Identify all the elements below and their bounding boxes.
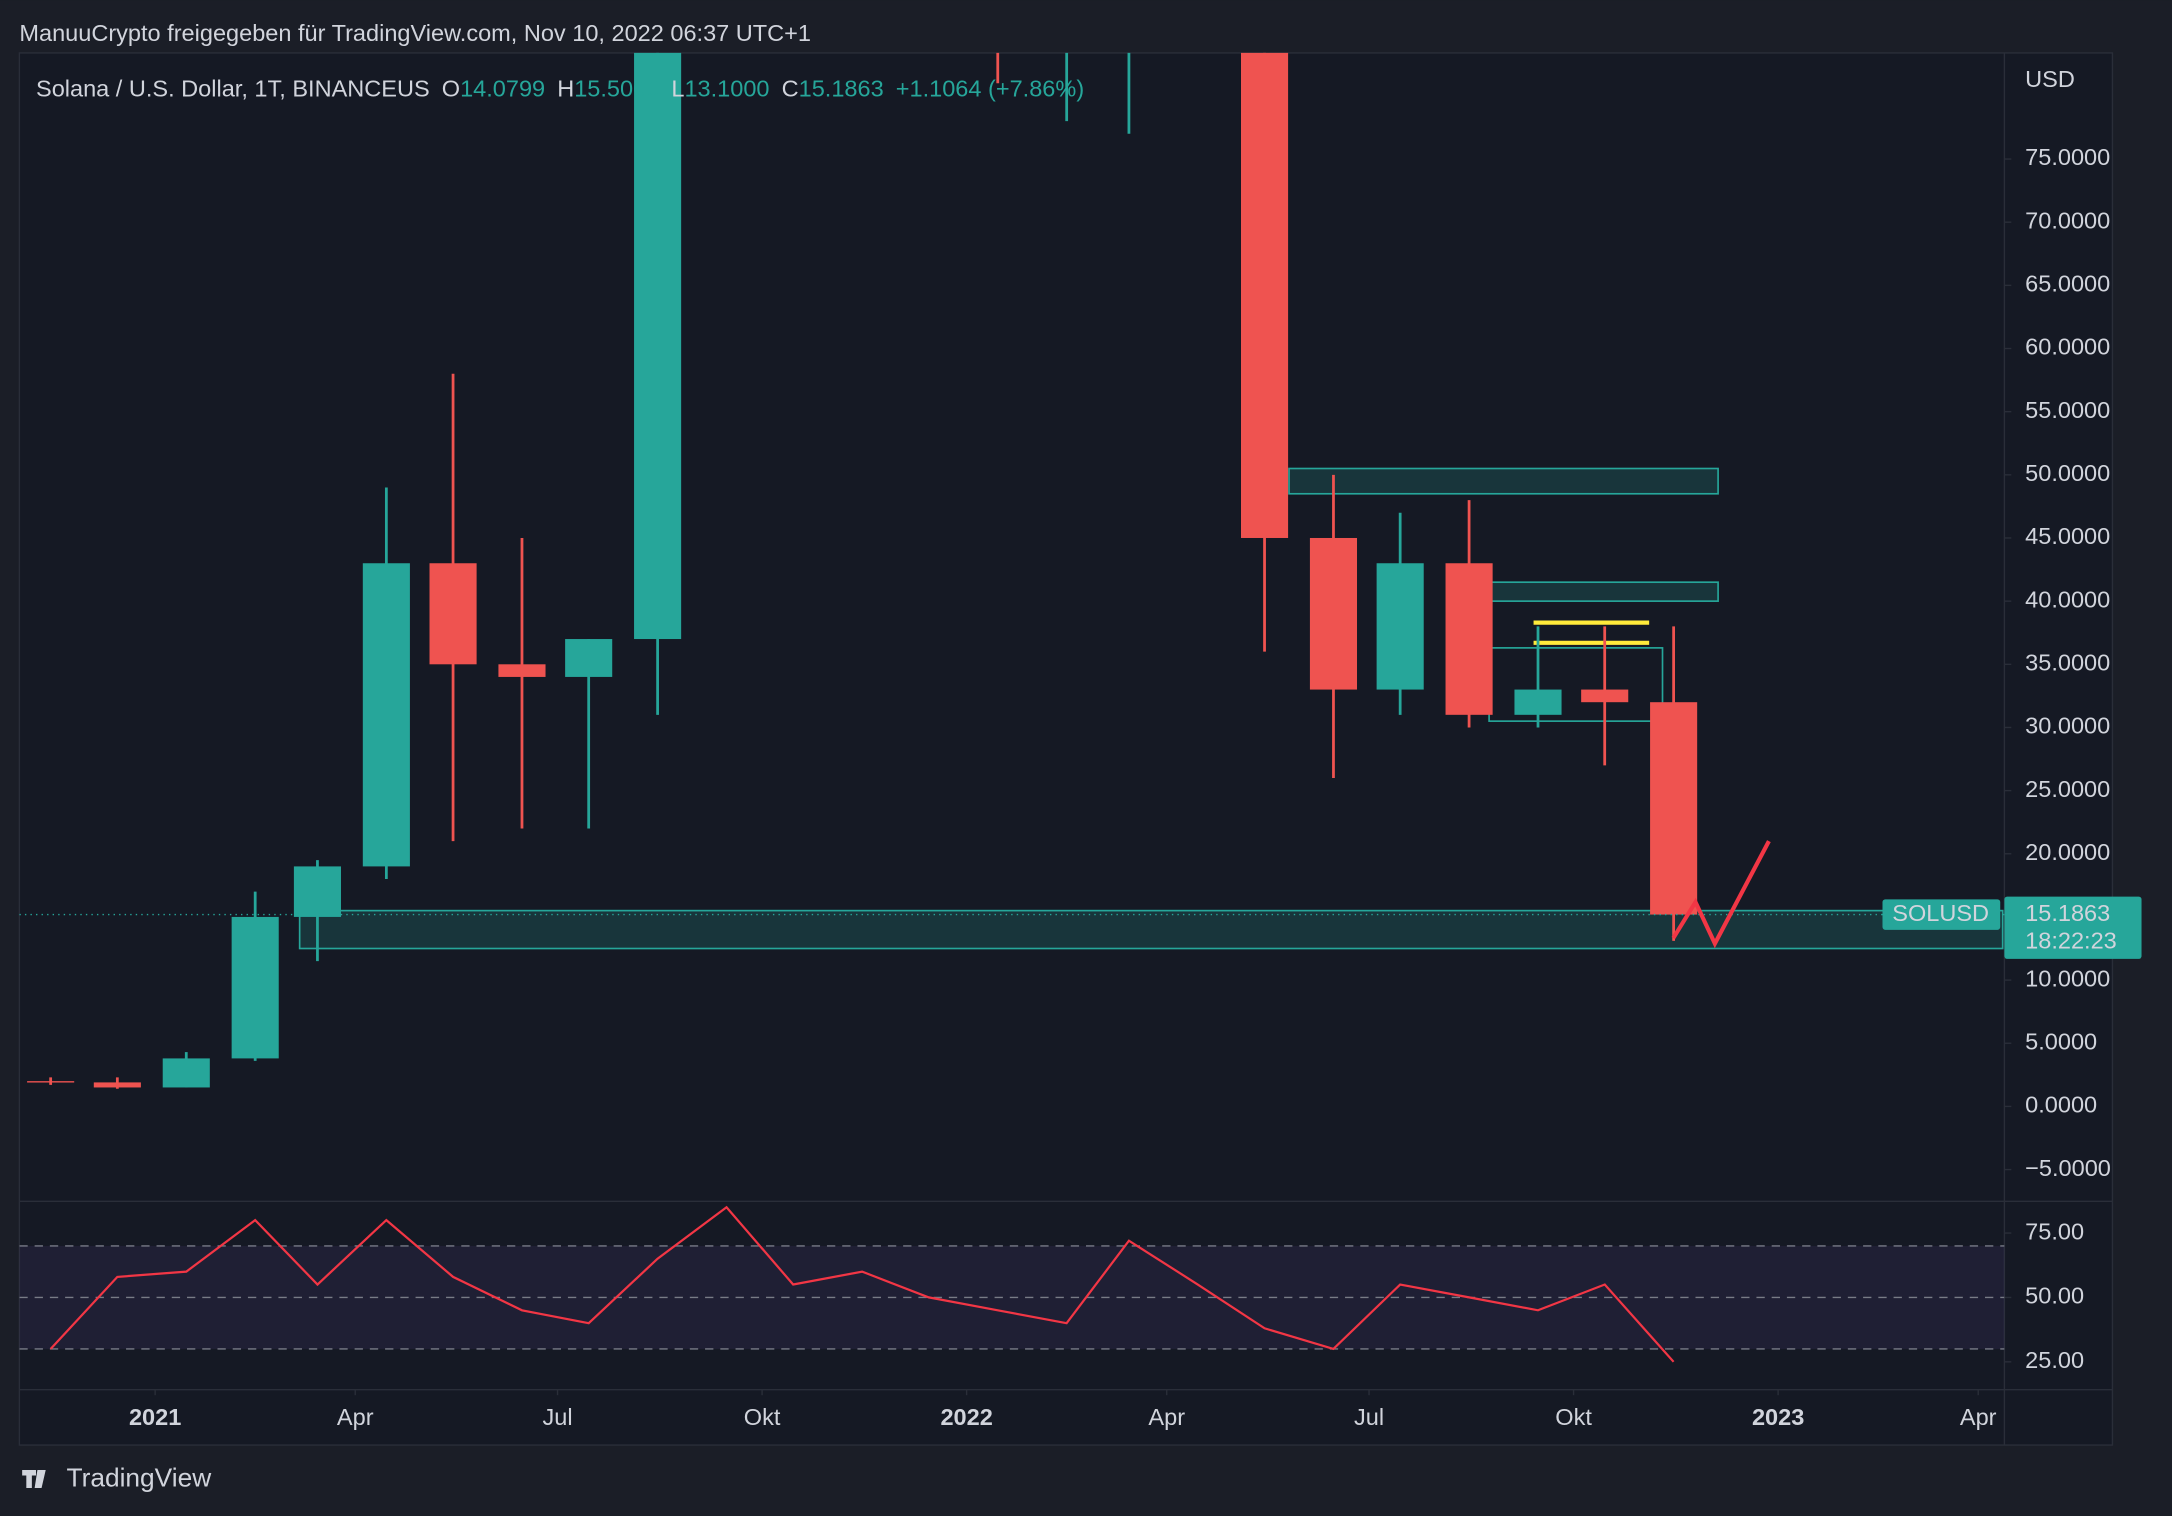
change: +1.1064 (+7.86%) (896, 76, 1084, 102)
symbol-tag (1882, 899, 2001, 930)
y-tick-label: 35.0000 (2025, 650, 2110, 676)
candle-body (1650, 702, 1698, 915)
y-tick-label: 70.0000 (2025, 207, 2110, 233)
ohlc-key: L (671, 76, 684, 102)
ohlc-value: 13.1000 (684, 76, 769, 102)
y-tick-label: 65.0000 (2025, 271, 2110, 297)
legend: Solana / U.S. Dollar, 1T, BINANCEUS O14.… (36, 76, 1084, 102)
ohlc-value: 14.0799 (460, 76, 545, 102)
rsi-tick-label: 75.00 (2025, 1218, 2084, 1244)
candle-body (1309, 537, 1358, 690)
footer: TradingView (66, 1463, 212, 1493)
y-tick-label: 25.0000 (2025, 776, 2110, 802)
y-tick-label: 45.0000 (2025, 523, 2110, 549)
zone (1288, 467, 1719, 495)
candle-body (231, 916, 279, 1059)
ohlc-value: 15.1863 (799, 76, 884, 102)
symbol-label: SOLUSD (1892, 900, 1989, 926)
ohlc-key: O (442, 76, 460, 102)
rsi-line (49, 1205, 1675, 1363)
x-tick-label: Apr (1148, 1404, 1185, 1430)
y-tick-label: 50.0000 (2025, 460, 2110, 486)
candle-body (1514, 689, 1562, 715)
x-tick-label: 2023 (1752, 1404, 1804, 1430)
candle-body (634, 52, 682, 640)
zone (1477, 581, 1719, 602)
candle-body (565, 639, 613, 677)
rsi-tick-label: 50.00 (2025, 1283, 2084, 1309)
candle-body (293, 866, 341, 917)
candle-body (1445, 563, 1493, 715)
ohlc-value: 15.5000 (574, 76, 659, 102)
chart-frame (18, 52, 2114, 1446)
candle-body (162, 1058, 210, 1088)
projection-arrow (1671, 840, 1771, 949)
candle-body (27, 1081, 75, 1083)
overlay: −5.00000.00005.000010.000015.000020.0000… (129, 144, 2142, 1430)
header: ManuuCrypto freigegeben für TradingView.… (19, 20, 811, 46)
currency: USD (2025, 66, 2075, 92)
rsi-tick-label: 25.00 (2025, 1347, 2084, 1373)
x-tick-label: Jul (1354, 1404, 1384, 1430)
x-tick-label: Apr (1960, 1404, 1997, 1430)
candle-body (362, 563, 410, 867)
zone (298, 909, 2004, 950)
x-tick-label: Apr (337, 1404, 374, 1430)
y-tick-label: 60.0000 (2025, 334, 2110, 360)
y-tick-label: 20.0000 (2025, 839, 2110, 865)
y-tick-label: 30.0000 (2025, 713, 2110, 739)
price-label: 15.1863 (2025, 900, 2110, 926)
y-tick-label: 55.0000 (2025, 397, 2110, 423)
y-tick-label: −5.0000 (2025, 1155, 2111, 1181)
x-tick-label: Okt (1555, 1404, 1592, 1430)
price-pane (19, 52, 2005, 1089)
candle-body (498, 664, 546, 677)
symbol: Solana / U.S. Dollar, 1T, BINANCEUS (36, 76, 430, 102)
candle-body (1240, 52, 1289, 538)
x-tick-label: Okt (744, 1404, 781, 1430)
x-tick-label: 2021 (129, 1404, 181, 1430)
y-tick-label: 5.0000 (2025, 1028, 2097, 1054)
candle-body (1581, 689, 1629, 703)
y-tick-label: 40.0000 (2025, 586, 2110, 612)
ohlc-key: C (782, 76, 799, 102)
rsi-pane (19, 1205, 2005, 1363)
x-tick-label: Jul (543, 1404, 573, 1430)
candle-body (429, 563, 477, 665)
y-tick-label: 75.0000 (2025, 144, 2110, 170)
candle-body (93, 1082, 141, 1088)
y-tick-label: 0.0000 (2025, 1092, 2097, 1118)
tv-logo (22, 1469, 46, 1489)
candle-body (1376, 563, 1424, 690)
price-tag (2004, 896, 2142, 959)
y-tick-label: 10.0000 (2025, 965, 2110, 991)
x-tick-label: 2022 (940, 1404, 992, 1430)
countdown: 18:22:23 (2025, 928, 2117, 954)
ohlc-key: H (557, 76, 574, 102)
